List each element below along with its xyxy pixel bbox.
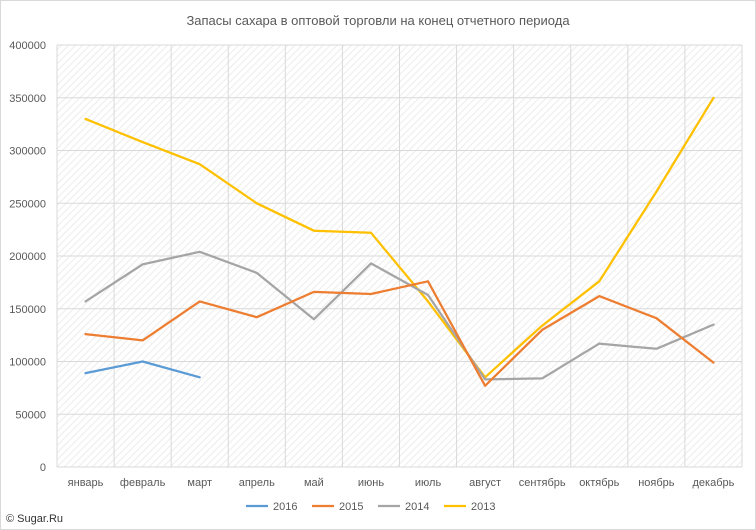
- x-tick-label: май: [304, 477, 324, 489]
- watermark: © Sugar.Ru: [6, 513, 63, 525]
- series-line-2013: [84, 96, 715, 379]
- legend-item-2015: 2015: [312, 501, 363, 513]
- y-tick-label: 250000: [9, 198, 46, 210]
- x-tick-label: январь: [68, 477, 104, 489]
- series-line-2016: [84, 360, 201, 379]
- x-tick-label: июнь: [358, 477, 384, 489]
- legend: 2016 2015 2014 2013: [246, 501, 495, 513]
- y-tick-label: 100000: [9, 357, 46, 369]
- series-lines: [84, 96, 715, 387]
- x-axis: январь февраль март апрель май июнь июль август…: [68, 477, 735, 489]
- x-tick-label: декабрь: [693, 477, 735, 489]
- legend-item-2014: 2014: [378, 501, 429, 513]
- y-tick-label: 300000: [9, 146, 46, 158]
- legend-label: 2015: [339, 501, 363, 513]
- y-tick-label: 0: [40, 462, 46, 474]
- grid-lines: [56, 44, 743, 468]
- chart-title: Запасы сахара в оптовой торговли на коне…: [186, 13, 570, 28]
- legend-label: 2014: [405, 501, 429, 513]
- series-line-2015: [84, 280, 715, 387]
- y-tick-label: 200000: [9, 251, 46, 263]
- y-axis: 0 50000 100000 150000 200000 250000 300000 3500…: [9, 40, 46, 474]
- series-line-2014: [84, 250, 715, 381]
- legend-label: 2013: [471, 501, 495, 513]
- x-tick-label: апрель: [239, 477, 275, 489]
- x-tick-label: март: [187, 477, 212, 489]
- x-tick-label: сентябрь: [519, 477, 566, 489]
- x-tick-label: ноябрь: [638, 477, 675, 489]
- x-tick-label: февраль: [120, 477, 166, 489]
- y-tick-label: 50000: [15, 409, 46, 421]
- y-tick-label: 400000: [9, 40, 46, 52]
- x-tick-label: июль: [415, 477, 442, 489]
- legend-item-2016: 2016: [246, 501, 297, 513]
- x-tick-label: август: [469, 477, 501, 489]
- y-tick-label: 150000: [9, 304, 46, 316]
- x-tick-label: октябрь: [579, 477, 619, 489]
- legend-label: 2016: [273, 501, 297, 513]
- y-tick-label: 350000: [9, 93, 46, 105]
- legend-item-2013: 2013: [444, 501, 495, 513]
